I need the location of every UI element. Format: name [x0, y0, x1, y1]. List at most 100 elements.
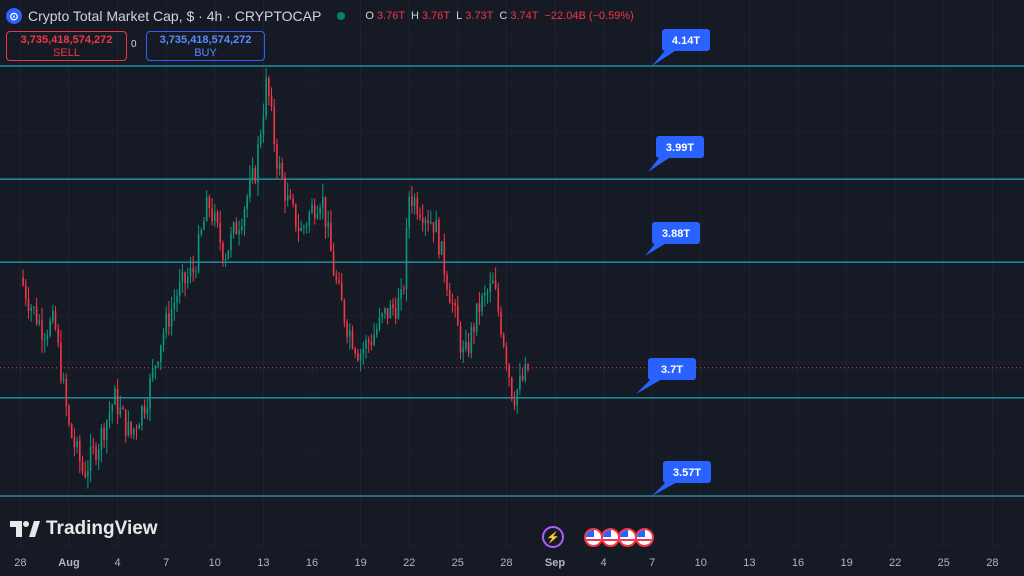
candle — [351, 325, 354, 350]
candle-body — [454, 303, 456, 306]
candle — [22, 269, 24, 287]
candle — [235, 217, 238, 235]
us-flag-event-icon[interactable] — [635, 527, 654, 547]
candle-body — [184, 272, 186, 284]
candle-body — [313, 205, 316, 219]
candle-body — [354, 348, 357, 354]
candle — [168, 301, 170, 336]
candle — [189, 256, 192, 284]
candle — [470, 322, 473, 359]
candle — [181, 263, 184, 293]
candle-body — [146, 408, 149, 414]
candle-body — [505, 346, 508, 365]
candle-body — [402, 288, 405, 290]
x-tick-label: 4 — [601, 557, 607, 569]
sell-button[interactable]: 3,735,418,574,272 SELL — [6, 31, 127, 61]
candle — [227, 249, 230, 260]
candle-body — [359, 353, 362, 361]
lightning-event-icon[interactable]: ⚡ — [542, 526, 564, 548]
candle — [408, 191, 411, 239]
candle-body — [46, 335, 49, 339]
candle — [103, 422, 105, 448]
candle — [130, 421, 132, 439]
candle-body — [524, 363, 527, 380]
candle-body — [389, 304, 392, 319]
candle — [205, 190, 208, 222]
coin-icon[interactable]: ⊙ — [6, 8, 22, 24]
level-label: 3.88T — [645, 222, 700, 256]
market-status-icon[interactable] — [337, 12, 346, 20]
candle — [384, 307, 386, 320]
candle — [143, 399, 146, 419]
candle — [411, 185, 413, 214]
candle — [359, 348, 362, 372]
symbol-title[interactable]: Crypto Total Market Cap, $ · 4h · CRYPTO… — [28, 8, 322, 24]
candle — [402, 284, 405, 295]
candle-body — [54, 310, 57, 330]
tradingview-logo[interactable]: TradingView — [10, 518, 158, 540]
candle-body — [41, 320, 43, 340]
candle — [381, 312, 384, 324]
candle-body — [38, 320, 41, 324]
candle-body — [438, 219, 440, 255]
candle — [289, 189, 292, 200]
candle — [365, 335, 367, 359]
candle — [114, 385, 116, 406]
candle — [46, 329, 49, 347]
candle-body — [181, 272, 184, 282]
candle — [51, 304, 54, 324]
candle-body — [367, 339, 370, 343]
candle — [419, 207, 421, 221]
candle — [427, 209, 429, 232]
candle-body — [365, 339, 367, 349]
candle-body — [527, 363, 529, 371]
candle-body — [81, 461, 84, 472]
candle — [224, 253, 227, 268]
candle-body — [332, 251, 335, 276]
candle — [186, 267, 189, 289]
candle — [448, 283, 451, 304]
candle — [203, 216, 205, 231]
candle-body — [494, 280, 497, 289]
candle-body — [324, 196, 327, 228]
candle-body — [510, 377, 513, 400]
buy-button[interactable]: 3,735,418,574,272 BUY — [146, 31, 265, 61]
candle-body — [424, 219, 427, 224]
x-tick-label: 7 — [163, 557, 169, 569]
candle-body — [108, 412, 111, 421]
candle — [421, 204, 424, 232]
chart-header: ⊙ Crypto Total Market Cap, $ · 4h · CRYP… — [6, 6, 637, 26]
candle-body — [84, 471, 87, 477]
candle-body — [189, 267, 192, 277]
candle-body — [235, 222, 238, 235]
candle — [211, 198, 213, 226]
candle — [454, 299, 456, 318]
level-label: 3.7T — [636, 358, 696, 394]
candle — [308, 209, 311, 234]
candle — [527, 363, 529, 372]
candle-body — [289, 195, 292, 199]
candle-body — [343, 300, 346, 323]
candle — [508, 363, 510, 387]
candle-body — [443, 241, 446, 275]
candle — [208, 194, 211, 218]
chart-grid — [0, 0, 1024, 548]
candle — [122, 405, 124, 410]
candle-body — [173, 302, 176, 309]
candle-body — [208, 197, 211, 209]
candle — [319, 203, 321, 220]
candle-body — [213, 212, 216, 222]
candle-body — [89, 446, 92, 471]
candle-body — [73, 437, 76, 448]
candle — [400, 278, 402, 311]
candle-body — [500, 311, 502, 335]
level-label-text: 4.14T — [672, 35, 700, 47]
candle — [284, 172, 286, 214]
candle-body — [327, 222, 330, 228]
candle-body — [276, 144, 278, 169]
candle-body — [378, 316, 381, 330]
candle — [33, 305, 35, 315]
candle-body — [119, 407, 122, 415]
candle-body — [321, 196, 324, 208]
